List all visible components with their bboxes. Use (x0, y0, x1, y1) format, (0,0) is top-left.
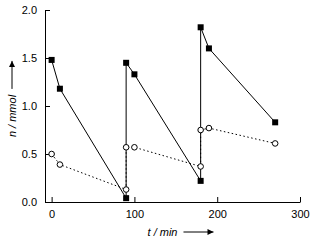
data-point (198, 24, 204, 30)
y-axis: 0.0 0.5 1.0 1.5 2.0 (22, 4, 50, 208)
x-tick-mark (300, 197, 301, 202)
data-point (123, 60, 129, 66)
data-point (123, 187, 129, 193)
data-area (49, 24, 279, 201)
data-point (123, 144, 129, 150)
x-tick-label: 200 (209, 208, 227, 220)
data-point (57, 86, 63, 92)
y-tick-label: 1.5 (22, 52, 37, 64)
y-tick-mark (45, 106, 50, 107)
x-tick: 300 (291, 197, 309, 220)
x-tick: 200 (209, 197, 227, 220)
data-point (131, 71, 137, 77)
data-point (49, 57, 55, 63)
y-axis-title: n / mmol (6, 94, 18, 137)
y-title-arrowhead (9, 61, 15, 67)
y-tick: 2.0 (22, 4, 50, 16)
x-tick-label: 100 (126, 208, 144, 220)
data-point (132, 144, 138, 150)
x-axis: 0 100 200 300 (46, 197, 310, 220)
data-point (206, 45, 212, 51)
data-point (198, 178, 204, 184)
x-tick-mark (217, 197, 218, 202)
y-tick-mark (45, 10, 50, 11)
y-tick-label: 1.0 (22, 100, 37, 112)
x-tick-label: 300 (291, 208, 309, 220)
y-tick-label: 0.0 (22, 196, 37, 208)
plot: 0 100 200 300 0.0 0.5 1.0 1.5 2.0 (22, 4, 310, 220)
x-axis-title: t / min (148, 226, 178, 238)
data-point (57, 162, 63, 168)
data-point (272, 119, 278, 125)
series-line (52, 128, 276, 189)
x-tick: 0 (49, 197, 55, 220)
data-point (123, 195, 129, 201)
data-point (206, 125, 212, 131)
x-title-arrowhead (207, 229, 213, 235)
data-point (49, 151, 55, 157)
y-tick-label: 2.0 (22, 4, 37, 16)
x-tick-label: 0 (49, 208, 55, 220)
series-line (52, 27, 276, 198)
x-tick-mark (134, 197, 135, 202)
y-tick: 1.0 (22, 100, 50, 112)
data-point (272, 141, 278, 147)
data-point (198, 127, 204, 133)
x-axis-line (46, 202, 301, 203)
y-tick: 1.5 (22, 52, 50, 64)
y-tick: 0.5 (22, 148, 50, 160)
data-point (198, 164, 204, 170)
x-tick-mark (52, 197, 53, 202)
y-tick-label: 0.5 (22, 148, 37, 160)
y-tick-mark (45, 202, 50, 203)
chart: 0 100 200 300 0.0 0.5 1.0 1.5 2.0 t / min n / mmol (0, 0, 326, 242)
y-tick: 0.0 (22, 196, 50, 208)
